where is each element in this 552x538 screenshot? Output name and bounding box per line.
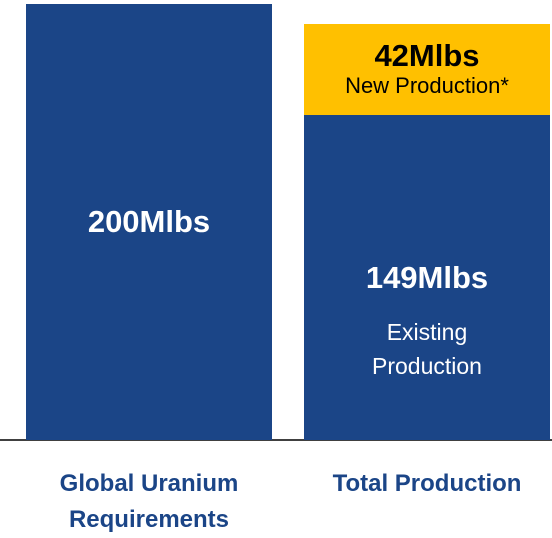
bar-segment: 149Mlbs Existing Production — [304, 115, 550, 440]
category-label: Global Uranium Requirements — [59, 470, 239, 533]
value-label: 200Mlbs — [87, 204, 211, 239]
value-label: 42Mlbs — [374, 38, 480, 74]
category-label: Total Production — [332, 470, 522, 497]
bar-segment: 42Mlbs New Production* — [304, 23, 550, 116]
segment-name: New Production* — [345, 73, 509, 99]
baseline — [0, 439, 552, 441]
bar-segment: 200Mlbs — [26, 4, 272, 440]
value-label: 149Mlbs — [365, 260, 489, 296]
segment-name: Existing Production — [372, 319, 482, 380]
